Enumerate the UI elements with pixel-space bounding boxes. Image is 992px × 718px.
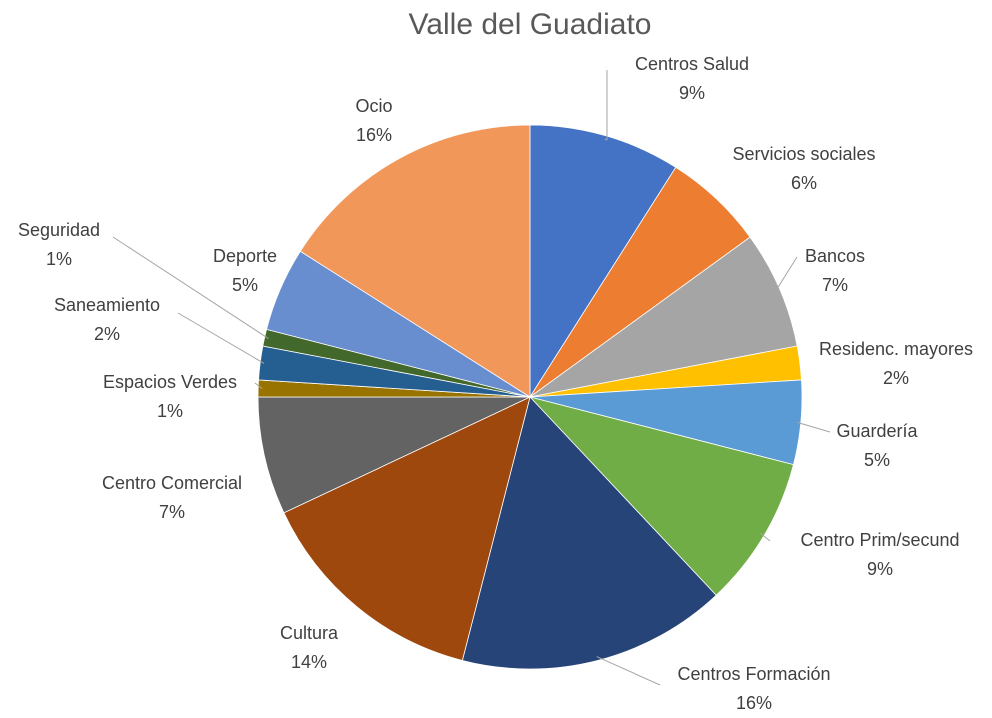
leader-line <box>596 656 661 686</box>
pie-slice <box>283 396 531 661</box>
leader-line <box>760 533 771 542</box>
pie-slice <box>528 396 794 596</box>
slice-label: Deporte <box>213 246 277 266</box>
leader-line <box>796 421 831 433</box>
leader-line <box>775 256 798 291</box>
slice-label: Espacios Verdes <box>103 372 237 392</box>
slice-label: Centros Salud <box>635 54 749 74</box>
slice-label: Bancos <box>805 246 865 266</box>
slice-label: Cultura <box>280 623 339 643</box>
slice-value-label: 1% <box>46 249 72 269</box>
slice-label: Residenc. mayores <box>819 339 973 359</box>
slice-value-label: 16% <box>356 125 392 145</box>
slice-value-label: 5% <box>232 275 258 295</box>
leader-line <box>112 236 269 339</box>
slice-value-label: 5% <box>864 450 890 470</box>
chart-title: Valle del Guadiato <box>409 8 652 41</box>
pie-slice <box>299 124 531 398</box>
slice-value-label: 2% <box>94 324 120 344</box>
slice-value-label: 9% <box>679 83 705 103</box>
pie-slice <box>461 396 717 670</box>
slice-value-label: 7% <box>159 502 185 522</box>
slice-label: Ocio <box>355 96 392 116</box>
pie-slice <box>257 396 531 514</box>
slice-value-label: 2% <box>883 368 909 388</box>
slice-value-label: 1% <box>157 401 183 421</box>
slice-value-label: 14% <box>291 652 327 672</box>
pie-slice <box>529 124 677 399</box>
slice-value-label: 6% <box>791 173 817 193</box>
leader-line <box>604 70 608 141</box>
pie-slice <box>529 236 798 398</box>
slice-label: Saneamiento <box>54 295 160 315</box>
slice-label: Centro Prim/secund <box>800 530 959 550</box>
slice-label: Servicios sociales <box>732 144 875 164</box>
leader-line <box>254 382 263 389</box>
slice-label: Centro Comercial <box>102 473 242 493</box>
slice-value-label: 9% <box>867 559 893 579</box>
slice-label: Guardería <box>836 421 918 441</box>
slice-label: Centros Formación <box>677 664 830 684</box>
slice-value-label: 16% <box>736 693 772 713</box>
leader-line <box>177 312 265 364</box>
slice-value-label: 7% <box>822 275 848 295</box>
slice-label: Seguridad <box>18 220 100 240</box>
